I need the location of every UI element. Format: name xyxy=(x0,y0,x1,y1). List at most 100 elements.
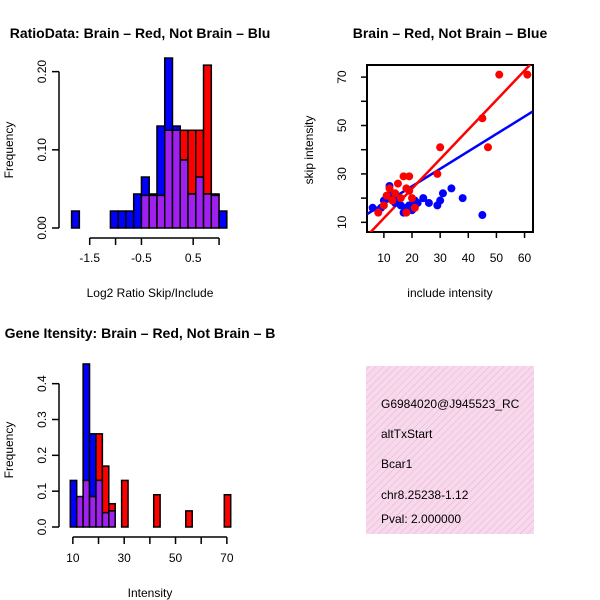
hist-bar-not-brain xyxy=(156,125,166,197)
info-id: G6984020@J945523_RC xyxy=(381,397,520,411)
hist-bar-brain xyxy=(187,129,197,195)
hist-bar-not-brain xyxy=(125,210,135,229)
hist-bar-not-brain xyxy=(132,193,143,229)
x-tick-label: -1.5 xyxy=(79,251,100,265)
intensity-histogram-ylabel: Frequency xyxy=(2,422,16,479)
info-location: chr8.25238-1.12 xyxy=(381,488,469,502)
info-gene: Bcar1 xyxy=(381,457,413,471)
hist-bar-not-brain xyxy=(109,210,119,229)
point-brain xyxy=(405,172,414,181)
y-tick-label: 0.2 xyxy=(35,447,49,464)
point-brain xyxy=(399,172,408,181)
y-tick-label: 0.0 xyxy=(35,518,49,535)
y-tick-label: 0.00 xyxy=(35,216,49,240)
y-tick-label: 0.4 xyxy=(35,375,49,392)
point-brain xyxy=(388,196,397,205)
scatter-points xyxy=(368,70,532,220)
hist-bar-not-brain xyxy=(117,210,127,229)
hist-bar-brain xyxy=(108,502,116,512)
point-brain xyxy=(374,208,383,217)
point-brain xyxy=(433,169,442,178)
x-tick-label: 30 xyxy=(118,551,132,565)
hist-bar-not-brain xyxy=(140,176,150,197)
ratio-histogram-ylabel: Frequency xyxy=(2,122,16,179)
x-tick-label: 30 xyxy=(433,251,447,265)
hist-bar-brain xyxy=(120,479,129,528)
hist-bar-overlap xyxy=(210,194,220,229)
hist-bar-overlap xyxy=(148,194,158,229)
hist-bar-brain xyxy=(101,465,110,514)
x-tick-label: 0.5 xyxy=(185,251,202,265)
hist-bar-not-brain xyxy=(163,57,174,132)
point-brain xyxy=(402,208,411,217)
scatter-plot-box xyxy=(366,64,534,233)
point-brain xyxy=(393,179,402,188)
y-tick-label: 0.1 xyxy=(35,483,49,500)
intensity-histogram-bars xyxy=(69,363,232,528)
point-brain xyxy=(483,143,492,152)
point-brain xyxy=(523,70,532,79)
hist-bar-overlap xyxy=(108,510,116,528)
scatter-ylabel: skip intensity xyxy=(302,116,316,185)
point-brain xyxy=(436,143,445,152)
hist-bar-overlap xyxy=(171,129,182,229)
point-not-brain xyxy=(458,194,467,203)
point-not-brain xyxy=(424,198,433,207)
ratio-histogram-xlabel: Log2 Ratio Skip/Include xyxy=(87,286,214,300)
point-not-brain xyxy=(447,184,456,193)
hist-bar-brain xyxy=(95,433,104,482)
hist-bar-overlap xyxy=(95,479,104,528)
ratio-histogram-panel: RatioData: Brain – Red, Not Brain – Blu … xyxy=(2,25,270,300)
hist-bar-overlap xyxy=(195,176,205,229)
intensity-histogram-title: Gene Itensity: Brain – Red, Not Brain – … xyxy=(5,325,276,341)
hist-bar-overlap xyxy=(179,159,189,229)
scatter-fit-lines xyxy=(367,65,533,232)
x-tick-label: 10 xyxy=(377,251,391,265)
point-brain xyxy=(478,114,487,123)
hist-bar-overlap xyxy=(156,194,166,229)
x-tick-label: 60 xyxy=(518,251,532,265)
hist-bar-brain xyxy=(152,494,161,528)
y-tick-label: 0.3 xyxy=(35,411,49,428)
ratio-histogram-title: RatioData: Brain – Red, Not Brain – Blu xyxy=(10,25,271,41)
hist-bar-overlap xyxy=(82,479,91,528)
x-tick-label: 10 xyxy=(66,551,80,565)
point-brain xyxy=(385,184,394,193)
ratio-histogram-axes: 0.00 0.10 0.20 -1.5 -0.5 0.5 xyxy=(35,60,220,265)
intensity-histogram-xlabel: Intensity xyxy=(128,586,173,600)
y-tick-label: 30 xyxy=(335,167,349,181)
intensity-scatter-panel: Brain – Red, Not Brain – Blue 10 20 30 40 50… xyxy=(302,25,547,300)
x-tick-label: 50 xyxy=(490,251,504,265)
point-brain xyxy=(382,191,391,200)
point-brain xyxy=(410,203,419,212)
point-brain xyxy=(396,194,405,203)
point-brain xyxy=(495,70,504,79)
scatter-xlabel: include intensity xyxy=(407,286,492,300)
hist-bar-not-brain xyxy=(218,210,228,229)
y-tick-label: 70 xyxy=(335,70,349,84)
hist-bar-overlap xyxy=(140,194,150,229)
x-tick-label: 70 xyxy=(220,551,234,565)
hist-bar-brain xyxy=(185,510,193,528)
hist-bar-not-brain xyxy=(88,433,97,498)
info-panel: G6984020@J945523_RC altTxStart Bcar1 chr… xyxy=(366,366,534,534)
hist-bar-not-brain xyxy=(82,363,91,482)
x-tick-label: -0.5 xyxy=(131,251,152,265)
point-brain xyxy=(379,201,388,210)
y-tick-label: 0.10 xyxy=(35,138,49,162)
x-tick-label: 20 xyxy=(405,251,419,265)
point-brain xyxy=(391,189,400,198)
hist-bar-brain xyxy=(179,129,189,161)
x-tick-label: 40 xyxy=(462,251,476,265)
hist-bar-brain xyxy=(195,129,205,178)
info-event-type: altTxStart xyxy=(381,427,433,441)
hist-bar-overlap xyxy=(202,193,213,229)
x-tick-label: 50 xyxy=(169,551,183,565)
hist-bar-not-brain xyxy=(69,479,78,528)
point-not-brain xyxy=(478,211,487,220)
point-not-brain xyxy=(419,194,428,203)
y-tick-label: 10 xyxy=(335,215,349,229)
scatter-title: Brain – Red, Not Brain – Blue xyxy=(353,25,548,41)
hist-bar-brain xyxy=(223,494,232,528)
